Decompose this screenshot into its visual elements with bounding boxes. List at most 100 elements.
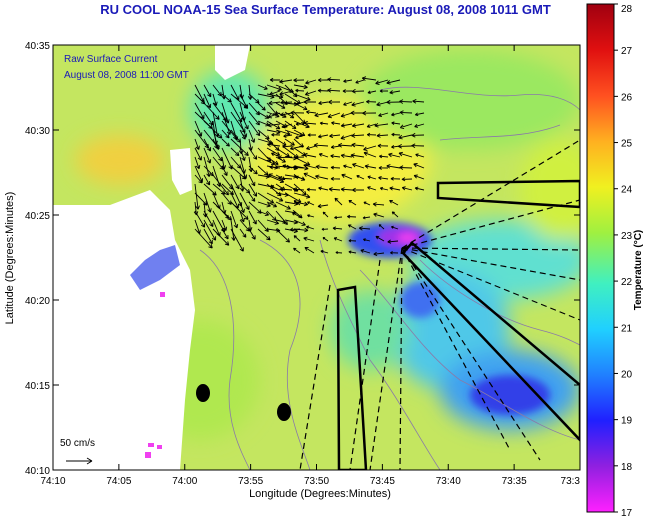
current-vector [303,236,315,242]
current-vector [248,147,258,160]
current-vector [284,192,302,203]
current-vector [389,186,401,191]
current-vector [351,101,365,107]
colorbar-tick-label: 19 [621,416,633,427]
current-vector [239,174,245,192]
current-vector [267,142,281,148]
colorbar-tick-label: 23 [621,231,633,242]
current-vector [248,165,258,175]
current-vector [295,134,305,139]
current-vector [277,155,293,160]
current-vector [390,251,399,255]
radar-beams [336,179,580,470]
current-vector [194,120,203,137]
current-vector [364,164,377,169]
current-vector [330,165,341,170]
current-vector [386,164,401,169]
current-vector [379,154,389,159]
current-vector [203,138,212,152]
colorbar-label: Temperature (°C) [633,230,644,311]
current-vector [388,152,401,158]
current-vector [363,201,371,206]
current-vector [303,172,317,180]
northern-land [215,45,250,80]
current-vector [239,201,245,214]
current-vector [293,210,303,219]
current-vector [358,226,371,231]
current-vector [387,239,399,244]
current-vector [397,144,413,149]
current-vector [360,249,371,254]
current-vector [340,112,353,118]
y-tick-label: 40:20 [25,296,50,307]
current-vector [314,112,329,118]
current-vector [330,145,341,149]
current-vector [266,210,277,221]
colorbar [586,3,615,513]
current-vector [194,147,202,161]
current-vector [306,145,317,150]
current-vector [373,251,385,257]
current-vector [315,164,329,170]
current-vector [317,204,329,209]
current-vector [248,210,257,225]
current-vector [351,187,364,193]
current-vector [332,226,343,231]
current-vector [275,147,290,158]
current-vector [306,187,317,192]
current-vector [295,122,305,126]
current-vector [363,145,377,152]
current-vector [239,210,245,223]
current-vector [266,201,278,208]
map-area: Raw Surface Current August 08, 2008 11:0… [53,45,580,470]
current-vector [203,219,217,241]
current-vector [221,93,232,103]
current-vector [280,100,293,105]
current-vector [257,129,270,140]
current-vector [375,79,389,85]
colorbar-tick-label: 28 [621,4,633,15]
current-vector [327,112,341,119]
current-vector [322,211,329,218]
current-vector [239,147,246,162]
current-vector [293,219,306,226]
y-tick-label: 40:30 [25,126,50,137]
current-vector [414,123,425,128]
current-vector [194,138,200,150]
x-tick-label: 73:40 [436,476,461,487]
current-vector [269,90,281,96]
current-vector [321,227,329,231]
current-vector [374,123,389,128]
current-vector [401,186,413,191]
current-vector [318,153,329,158]
current-vector [292,212,301,218]
current-vector [194,210,206,228]
current-vector [230,174,240,190]
current-vector [221,84,226,100]
current-vector [348,250,357,254]
current-vector [338,142,353,148]
scale-bar-arrow [66,457,93,465]
legend-line-1: Raw Surface Current [64,54,158,65]
current-vector [194,183,200,210]
current-vector [363,238,371,242]
current-vector [203,84,212,98]
current-vector [376,133,389,138]
current-vector [257,228,271,241]
current-vector [293,192,311,199]
current-vector [295,175,305,180]
x-tick-label: 73:45 [370,476,395,487]
current-vector [362,110,377,116]
colorbar-tick-label: 20 [621,369,633,380]
colorbar-tick-label: 25 [621,139,633,150]
current-vector [212,174,229,196]
current-vector [355,79,365,84]
current-vector [194,102,205,120]
current-vector [268,173,281,180]
current-vector [306,110,317,115]
current-vector [411,132,425,138]
current-vector [335,251,343,254]
current-vector [390,225,399,230]
current-vector [257,210,270,217]
y-tick-label: 40:15 [25,381,50,392]
